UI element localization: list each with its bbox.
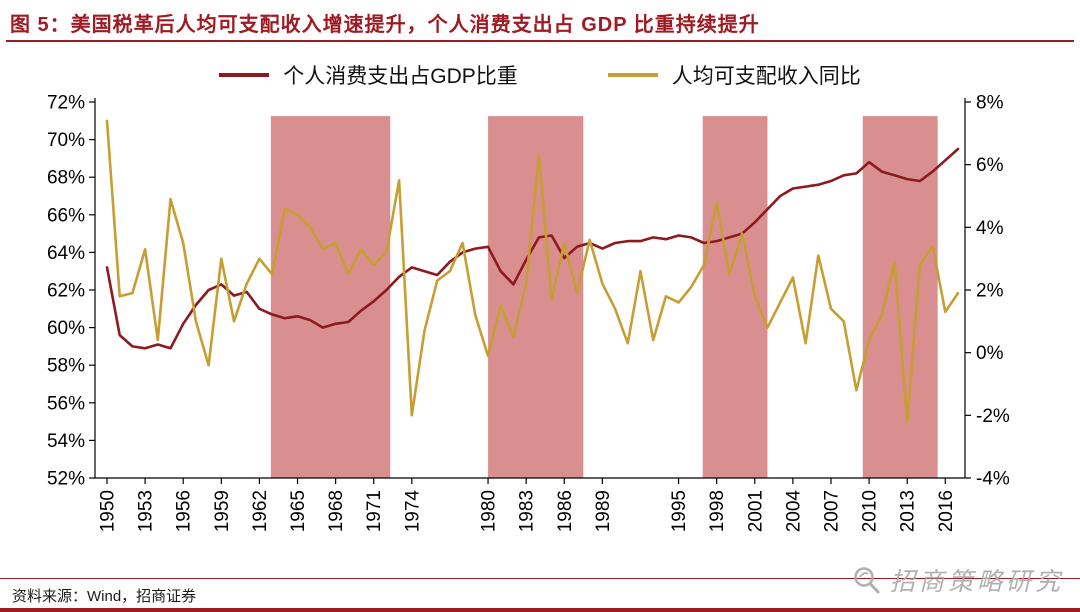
x-axis-label: 1998 [707,490,728,532]
axes [94,98,966,479]
right-axis-label: 2% [976,281,1004,302]
tax-reform-bands [270,116,938,478]
left-axis-label: 52% [47,469,85,490]
x-axis-label: 1953 [136,490,157,532]
x-axis-label: 1956 [174,490,195,532]
legend-item-consumption: 个人消费支出占GDP比重 [219,60,518,90]
legend-label-income: 人均可支配收入同比 [671,65,861,88]
chart-legend: 个人消费支出占GDP比重 人均可支配收入同比 [0,60,1080,90]
x-axis-label: 1968 [326,490,347,532]
line-chart: 72% 70% 68% 66% 64% 62% 60% 58% 56% 54% 52% 8% 6% 4% 2… [47,93,1010,533]
left-axis-label: 62% [47,281,85,302]
x-axis-label: 2001 [745,490,766,532]
right-axis-label: -4% [976,469,1010,490]
tax-reform-band [862,116,938,478]
legend-swatch-consumption [219,73,270,77]
x-axis-label: 1983 [517,490,538,532]
source-note: 资料来源：Wind，招商证券 [12,588,197,605]
cms-logo-icon [854,567,880,594]
x-axis-label: 2010 [860,490,881,532]
right-axis-label: 4% [976,218,1004,239]
x-axis-label: 2013 [898,490,919,532]
left-axis-label: 56% [47,393,85,414]
x-axis-label: 2016 [936,490,957,532]
legend-item-income: 人均可支配收入同比 [607,60,861,90]
x-axis-label: 1962 [250,490,271,532]
left-axis-label: 58% [47,356,85,377]
left-axis-label: 60% [47,318,85,339]
series-line-income [105,119,960,423]
watermark-text: 招商策略研究 [889,568,1064,596]
watermark: 招商策略研究 [850,562,1064,598]
legend-swatch-income [607,73,658,77]
tax-reform-band [488,116,584,478]
x-axis-label: 1959 [212,490,233,532]
right-axis-label: 0% [976,343,1004,364]
bottom-divider [0,608,1080,612]
right-axis-label: -2% [976,406,1010,427]
series-line-consumption [105,147,960,350]
right-axis-label: 8% [976,93,1004,114]
left-axis-label: 68% [47,168,85,189]
left-axis-label: 66% [47,205,85,226]
source-divider [0,578,1080,579]
legend-label-consumption: 个人消费支出占GDP比重 [283,65,518,88]
left-axis-label: 72% [47,93,85,114]
x-axis-label: 1989 [593,490,614,532]
right-axis-label: 6% [976,155,1004,176]
axis-ticks-and-labels: 72% 70% 68% 66% 64% 62% 60% 58% 56% 54% 52% 8% 6% 4% 2… [47,93,1010,533]
x-axis-label: 1986 [555,490,576,532]
left-axis-label: 64% [47,243,85,264]
x-axis-label: 1965 [288,490,309,532]
tax-reform-band [270,116,391,478]
tax-reform-band [702,116,768,478]
x-axis-label: 1995 [669,490,690,532]
x-axis-label: 2004 [783,490,804,533]
x-axis-label: 1950 [98,490,119,532]
x-axis-label: 2007 [821,490,842,532]
figure-title: 图 5：美国税革后人均可支配收入增速提升，个人消费支出占 GDP 比重持续提升 [10,14,760,36]
left-axis-label: 54% [47,431,85,452]
x-axis-label: 1980 [479,490,500,532]
left-axis-label: 70% [47,130,85,151]
title-divider [6,40,1074,42]
x-axis-label: 1974 [402,490,423,533]
x-axis-label: 1971 [364,490,385,532]
